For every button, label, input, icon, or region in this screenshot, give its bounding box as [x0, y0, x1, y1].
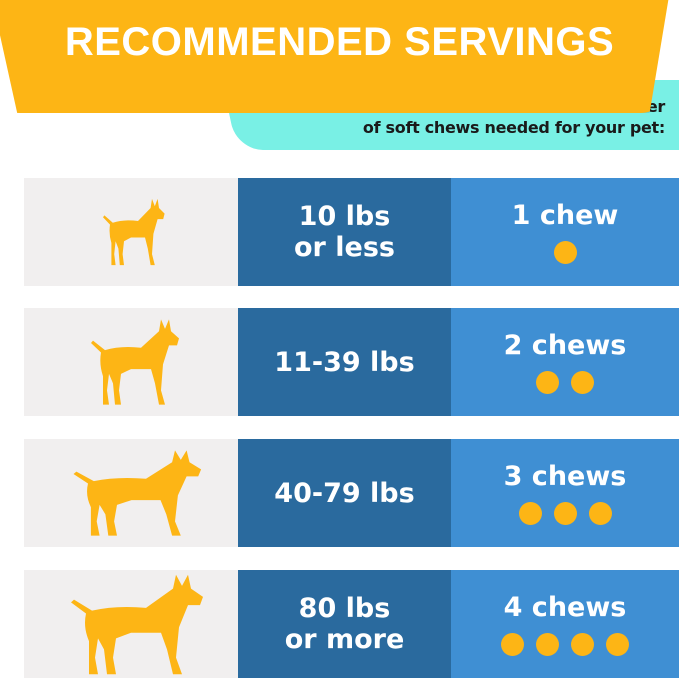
chew-dot-icon [571, 371, 594, 394]
chew-dot-icon [553, 241, 577, 264]
large-dog-icon [73, 450, 201, 536]
chew-dot-icon [536, 371, 559, 394]
chews-cell: 1 chew [451, 178, 679, 286]
weight-cell: 10 lbs or less [238, 178, 451, 286]
weight-qualifier: or less [294, 232, 395, 263]
chews-label: 4 chews [503, 592, 627, 623]
dog-cell [24, 439, 238, 547]
subtitle-line-2: of soft chews needed for your pet: [362, 118, 665, 137]
chew-dots [536, 371, 594, 394]
chews-label: 2 chews [503, 330, 627, 361]
weight-label: 10 lbs [298, 201, 391, 232]
chew-dots [501, 633, 629, 656]
giant-dog-icon [71, 574, 203, 674]
chew-dot-icon [571, 633, 594, 656]
chew-dot-icon [553, 502, 577, 525]
chew-dot-icon [501, 633, 524, 656]
chew-dot-icon [518, 502, 542, 525]
chew-dots [518, 502, 612, 525]
weight-label: 40-79 lbs [274, 477, 415, 509]
chew-dot-icon [588, 502, 612, 525]
serving-row: 11-39 lbs 2 chews [24, 308, 679, 416]
chews-label: 1 chew [511, 200, 619, 231]
small-dog-icon [103, 198, 165, 266]
serving-row: 10 lbs or less 1 chew [24, 178, 679, 286]
chew-dot-icon [536, 633, 559, 656]
weight-label: 11-39 lbs [274, 346, 415, 378]
chews-cell: 4 chews [451, 570, 679, 678]
chew-dots [553, 241, 577, 264]
chews-cell: 2 chews [451, 308, 679, 416]
serving-row: 80 lbs or more 4 chews [24, 570, 679, 678]
dog-cell [24, 178, 238, 286]
title-banner [0, 0, 670, 113]
chews-label: 3 chews [503, 461, 627, 492]
dog-cell [24, 570, 238, 678]
weight-cell: 80 lbs or more [238, 570, 451, 678]
page-title: RECOMMENDED SERVINGS [64, 20, 615, 64]
weight-cell: 40-79 lbs [238, 439, 451, 547]
weight-qualifier: or more [284, 624, 405, 655]
medium-dog-icon [91, 319, 179, 405]
serving-row: 40-79 lbs 3 chews [24, 439, 679, 547]
chew-dot-icon [606, 633, 629, 656]
chews-cell: 3 chews [451, 439, 679, 547]
weight-label: 80 lbs [298, 593, 391, 624]
weight-cell: 11-39 lbs [238, 308, 451, 416]
dog-cell [24, 308, 238, 416]
